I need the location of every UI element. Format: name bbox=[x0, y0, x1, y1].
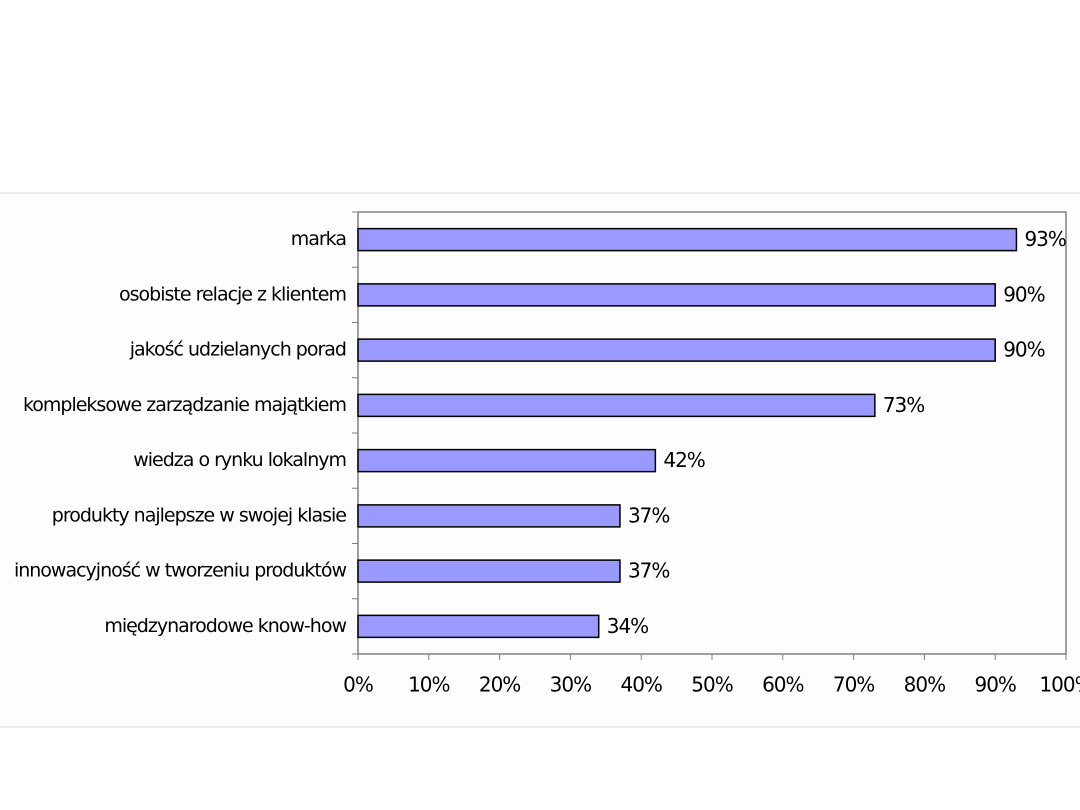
value-label: 93% bbox=[1024, 227, 1065, 251]
value-label: 90% bbox=[1003, 338, 1044, 362]
bar bbox=[357, 227, 1018, 252]
bar bbox=[357, 448, 657, 473]
x-tick-label: 80% bbox=[904, 673, 945, 697]
value-label: 37% bbox=[628, 559, 669, 583]
category-label: produkty najlepsze w swojej klasie bbox=[52, 504, 347, 526]
x-tick-label: 70% bbox=[833, 673, 874, 697]
x-tick-label: 20% bbox=[479, 673, 520, 697]
bar bbox=[357, 338, 996, 362]
x-tick-label: 60% bbox=[762, 673, 803, 697]
bar bbox=[357, 614, 600, 639]
bar bbox=[357, 559, 621, 583]
x-tick-label: 30% bbox=[550, 673, 591, 697]
bar bbox=[357, 393, 876, 418]
value-label: 34% bbox=[607, 614, 648, 638]
value-label: 42% bbox=[663, 448, 704, 472]
value-label: 90% bbox=[1003, 282, 1044, 306]
category-label: kompleksowe zarządzanie majątkiem bbox=[23, 394, 346, 416]
x-tick-label: 0% bbox=[343, 673, 373, 697]
value-label: 73% bbox=[883, 393, 924, 417]
bar bbox=[357, 283, 996, 307]
category-label: innowacyjność w tworzeniu produktów bbox=[14, 560, 347, 582]
x-tick-label: 50% bbox=[691, 673, 732, 697]
category-label: marka bbox=[291, 228, 346, 250]
value-label: 37% bbox=[628, 503, 669, 527]
category-label: jakość udzielanych porad bbox=[129, 339, 346, 361]
x-tick-label: 100% bbox=[1039, 673, 1080, 697]
category-label: osobiste relacje z klientem bbox=[119, 283, 346, 305]
x-tick-label: 10% bbox=[408, 673, 449, 697]
bar bbox=[357, 504, 621, 528]
x-tick-label: 90% bbox=[974, 673, 1015, 697]
x-tick-label: 40% bbox=[620, 673, 661, 697]
category-label: międzynarodowe know-how bbox=[104, 615, 346, 637]
category-label: wiedza o rynku lokalnym bbox=[133, 449, 346, 471]
